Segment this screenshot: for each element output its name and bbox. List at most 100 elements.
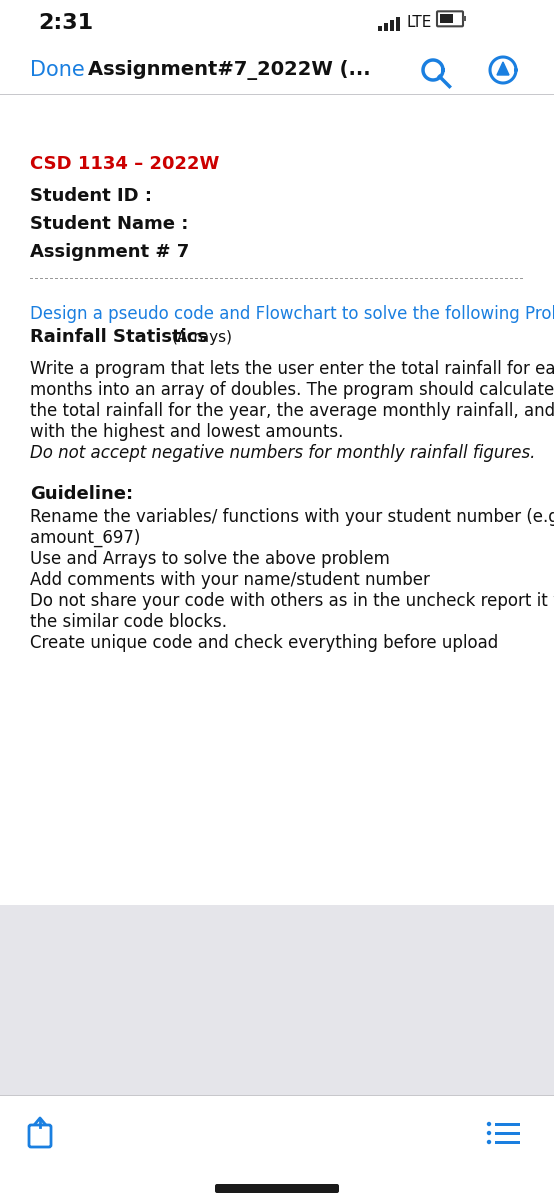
- Text: CSD 1134 – 2022W: CSD 1134 – 2022W: [30, 155, 219, 173]
- Bar: [200, 278, 203, 280]
- Text: Student Name :: Student Name :: [30, 215, 188, 233]
- Text: Student ID :: Student ID :: [30, 187, 152, 205]
- Bar: [340, 278, 342, 280]
- Bar: [170, 278, 172, 280]
- Text: Create unique code and check everything before upload: Create unique code and check everything …: [30, 634, 498, 652]
- Text: Guideline:: Guideline:: [30, 485, 133, 503]
- Bar: [345, 278, 347, 280]
- Bar: [450, 278, 453, 280]
- Bar: [275, 278, 278, 280]
- Bar: [365, 278, 367, 280]
- Bar: [455, 278, 458, 280]
- Bar: [320, 278, 322, 280]
- Bar: [215, 278, 218, 280]
- Text: Use and Arrays to solve the above problem: Use and Arrays to solve the above proble…: [30, 550, 390, 568]
- Bar: [135, 278, 137, 280]
- Bar: [470, 278, 473, 280]
- Bar: [500, 278, 502, 280]
- Bar: [240, 278, 243, 280]
- Bar: [480, 278, 483, 280]
- Bar: [245, 278, 248, 280]
- Bar: [210, 278, 213, 280]
- Text: months into an array of doubles. The program should calculate and display: months into an array of doubles. The pro…: [30, 382, 554, 398]
- Bar: [495, 1123, 520, 1126]
- Bar: [0, 1094, 554, 1200]
- Bar: [60, 278, 63, 280]
- Circle shape: [487, 1140, 491, 1145]
- Text: Do not share your code with others as in the uncheck report it will show all: Do not share your code with others as in…: [30, 592, 554, 610]
- Bar: [150, 278, 152, 280]
- Bar: [140, 278, 142, 280]
- Bar: [55, 278, 58, 280]
- Bar: [270, 278, 273, 280]
- Bar: [465, 278, 468, 280]
- Bar: [430, 278, 433, 280]
- Text: Rename the variables/ functions with your student number (e.g.,: Rename the variables/ functions with you…: [30, 508, 554, 526]
- Bar: [360, 278, 362, 280]
- Bar: [375, 278, 377, 280]
- Bar: [255, 278, 258, 280]
- FancyBboxPatch shape: [215, 1184, 339, 1193]
- Bar: [400, 278, 403, 280]
- Bar: [265, 278, 268, 280]
- Bar: [410, 278, 413, 280]
- Bar: [280, 278, 283, 280]
- Text: (Arrays): (Arrays): [172, 330, 233, 346]
- Bar: [90, 278, 93, 280]
- Bar: [463, 17, 465, 22]
- Bar: [50, 278, 53, 280]
- Bar: [65, 278, 68, 280]
- Bar: [175, 278, 177, 280]
- Bar: [285, 278, 288, 280]
- Bar: [180, 278, 182, 280]
- Bar: [85, 278, 88, 280]
- Bar: [95, 278, 98, 280]
- Bar: [370, 278, 372, 280]
- Bar: [335, 278, 337, 280]
- Text: Design a pseudo code and Flowchart to solve the following Problem: Design a pseudo code and Flowchart to so…: [30, 305, 554, 323]
- Polygon shape: [497, 62, 509, 74]
- Text: the similar code blocks.: the similar code blocks.: [30, 613, 227, 631]
- Bar: [45, 278, 48, 280]
- Bar: [75, 278, 78, 280]
- Bar: [435, 278, 438, 280]
- Bar: [105, 278, 107, 280]
- Bar: [295, 278, 297, 280]
- Bar: [30, 278, 33, 280]
- Bar: [305, 278, 307, 280]
- Bar: [385, 278, 387, 280]
- Bar: [485, 278, 488, 280]
- Bar: [205, 278, 208, 280]
- Bar: [325, 278, 327, 280]
- Bar: [384, 23, 388, 31]
- Bar: [495, 278, 497, 280]
- Text: Add comments with your name/student number: Add comments with your name/student numb…: [30, 571, 430, 589]
- Bar: [80, 278, 83, 280]
- Text: the total rainfall for the year, the average monthly rainfall, and the months: the total rainfall for the year, the ave…: [30, 402, 554, 420]
- Bar: [390, 19, 394, 31]
- Bar: [220, 278, 223, 280]
- Bar: [445, 278, 448, 280]
- Text: Done: Done: [30, 60, 85, 80]
- Bar: [185, 278, 187, 280]
- Bar: [125, 278, 127, 280]
- Text: Rainfall Statistics: Rainfall Statistics: [30, 328, 208, 346]
- Circle shape: [487, 1130, 491, 1135]
- Bar: [415, 278, 418, 280]
- Bar: [225, 278, 228, 280]
- Circle shape: [487, 1122, 491, 1126]
- Text: LTE: LTE: [406, 16, 432, 30]
- Bar: [35, 278, 38, 280]
- Bar: [405, 278, 408, 280]
- Bar: [330, 278, 332, 280]
- Bar: [350, 278, 352, 280]
- Bar: [260, 278, 263, 280]
- Text: Do not accept negative numbers for monthly rainfall figures.: Do not accept negative numbers for month…: [30, 444, 535, 462]
- Bar: [505, 278, 507, 280]
- Bar: [290, 278, 293, 280]
- Bar: [115, 278, 117, 280]
- Bar: [110, 278, 112, 280]
- Bar: [230, 278, 233, 280]
- Text: amount_697): amount_697): [30, 529, 140, 547]
- Text: Assignment # 7: Assignment # 7: [30, 242, 189, 260]
